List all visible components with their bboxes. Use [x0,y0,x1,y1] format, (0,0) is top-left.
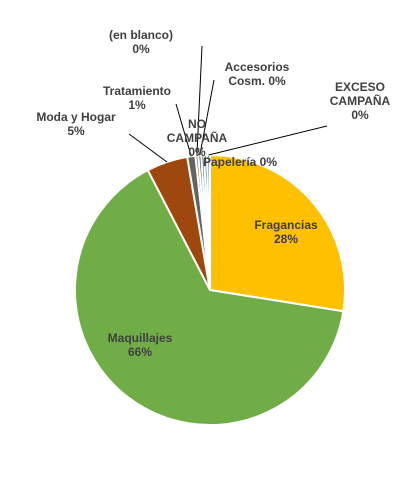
leader-line-2 [128,133,168,163]
data-label-4-line-1: 0% [132,42,150,56]
data-label-6-line-2: 0% [188,145,206,159]
data-label-1-line-0: Maquillajes [108,331,173,345]
data-label-3-line-0: Tratamiento [103,84,171,98]
data-label-0: Fragancias 28% [254,218,318,246]
data-label-2-line-1: 5% [67,124,85,138]
data-label-7-line-0: Papelería 0% [203,155,277,169]
data-label-6-line-0: NO [188,117,206,131]
data-label-3-line-1: 1% [128,98,146,112]
data-label-0-line-0: Fragancias [254,218,318,232]
data-label-1-line-1: 66% [128,345,152,359]
data-label-1: Maquillajes 66% [108,331,173,359]
data-label-8-line-0: EXCESO [335,80,385,94]
leader-line-4 [196,45,203,156]
data-label-2-line-0: Moda y Hogar [36,110,116,124]
data-label-0-line-1: 28% [274,232,298,246]
leader-line-5 [199,79,215,156]
leader-line-8 [208,125,328,156]
pie-slice-maquillajes [74,168,345,426]
data-label-8-line-1: CAMPAÑA [330,93,391,108]
data-label-3: Tratamiento 1% [103,84,171,112]
leader-line-3 [175,103,192,157]
pie-slice-fragancias [209,153,346,313]
data-label-8-line-2: 0% [351,108,369,122]
data-label-6-line-1: CAMPAÑA [167,130,228,145]
data-label-5: Accesorios Cosm. 0% [225,60,290,88]
slices-group [74,153,346,426]
data-label-4: (en blanco) 0% [109,28,173,56]
data-label-6: NO CAMPAÑA 0% [167,117,228,159]
data-label-4-line-0: (en blanco) [109,28,173,42]
data-label-5-line-0: Accesorios [225,60,290,74]
data-labels-group: Fragancias 28% Maquillajes 66% Moda y Hogar 5… [36,28,390,359]
data-label-2: Moda y Hogar 5% [36,110,116,138]
leader-lines-group [128,45,328,163]
data-label-8: EXCESO CAMPAÑA 0% [330,80,391,122]
data-label-5-line-1: Cosm. 0% [228,74,286,88]
data-label-7: Papelería 0% [203,155,277,169]
